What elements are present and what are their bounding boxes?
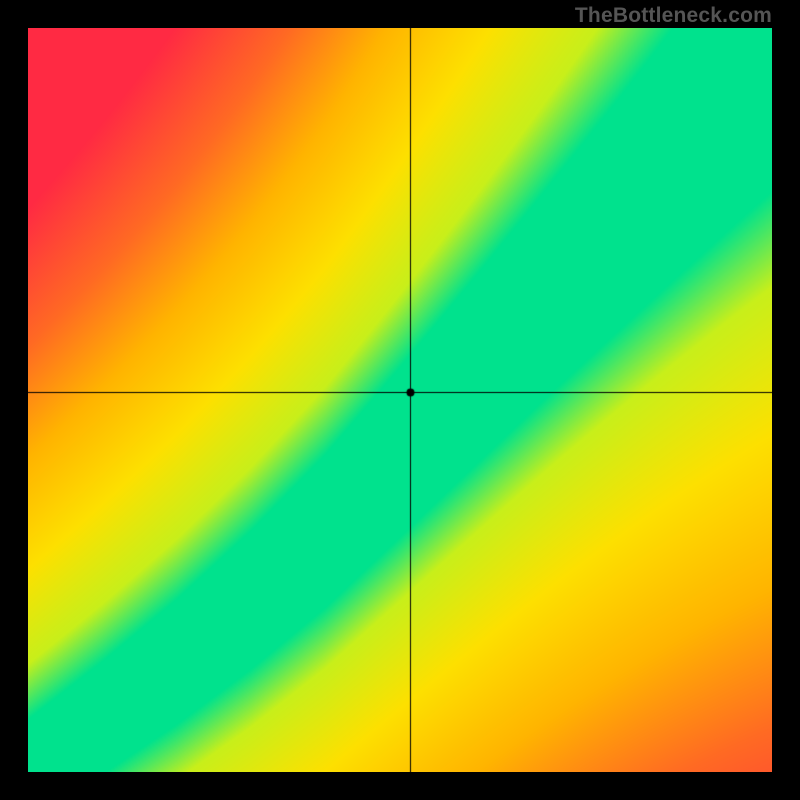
watermark-text: TheBottleneck.com <box>575 4 772 28</box>
bottleneck-heatmap <box>28 28 772 772</box>
chart-container: TheBottleneck.com <box>0 0 800 800</box>
